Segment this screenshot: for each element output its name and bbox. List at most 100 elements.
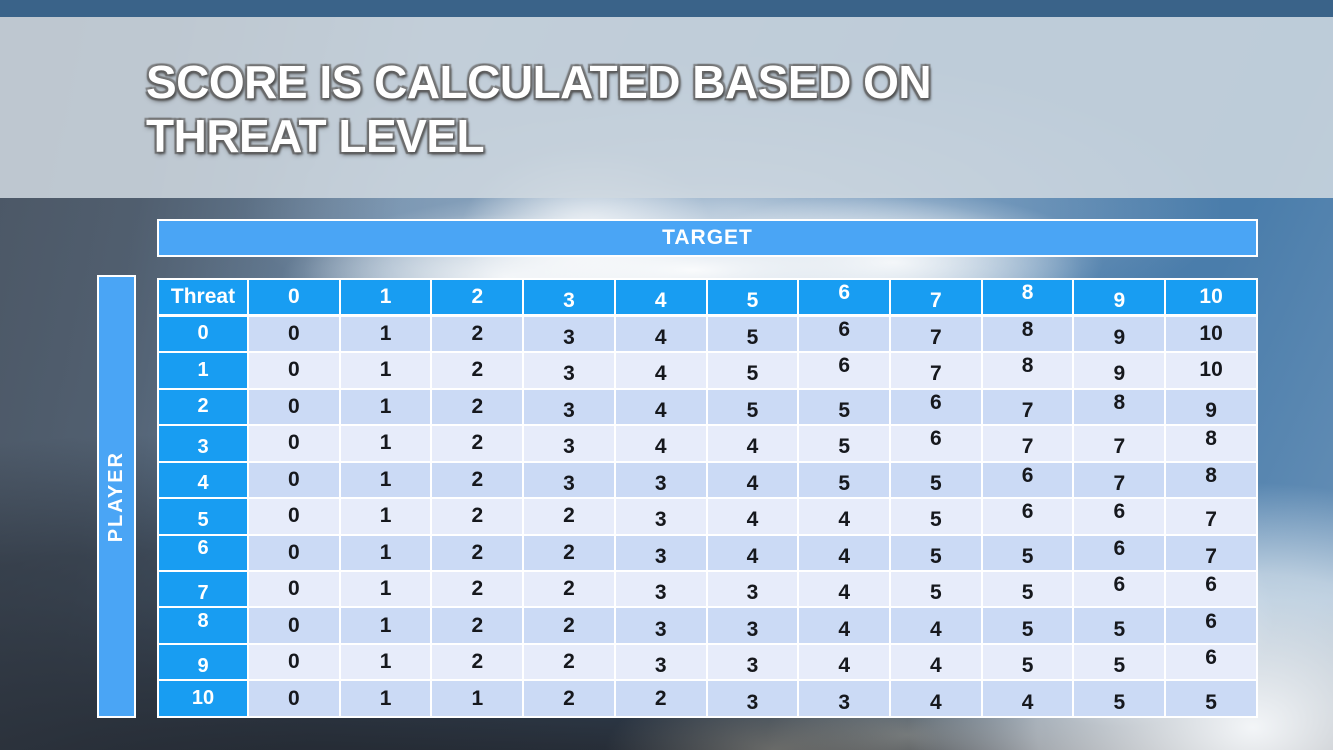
score-cell-r2-c0: 0 (247, 387, 341, 427)
score-cell-r5-c8: 6 (980, 497, 1075, 536)
score-cell-r9-c7: 4 (889, 642, 983, 682)
title-band (0, 17, 1333, 198)
score-cell-r5-c9: 6 (1072, 497, 1167, 536)
column-header-0: 0 (247, 278, 341, 317)
score-cell-r8-c5: 3 (705, 606, 800, 645)
row-header-threat-2: 2 (157, 387, 249, 427)
score-cell-r7-c1: 1 (338, 569, 433, 609)
score-cell-r3-c10: 8 (1164, 424, 1258, 463)
column-header-8: 8 (980, 278, 1075, 317)
score-cell-r4-c2: 2 (430, 460, 525, 500)
score-cell-r0-c2: 2 (430, 313, 525, 354)
score-cell-r5-c7: 5 (889, 497, 983, 536)
table-row-threat-10: 10 0 1 1 2 2 3 3 4 4 5 5 (157, 679, 1258, 718)
score-cell-r0-c0: 0 (247, 313, 341, 354)
score-cell-r3-c2: 2 (430, 424, 525, 463)
score-cell-r10-c10: 5 (1164, 679, 1258, 718)
score-cell-r1-c3: 3 (522, 351, 616, 390)
score-cell-r7-c4: 3 (613, 569, 708, 609)
score-cell-r6-c7: 5 (889, 533, 983, 572)
slide-title: SCORE IS CALCULATED BASED ON THREAT LEVE… (146, 55, 1246, 163)
row-header-threat-5: 5 (157, 497, 249, 536)
score-cell-r7-c10: 6 (1164, 569, 1258, 609)
score-cell-r2-c4: 4 (613, 387, 708, 427)
score-cell-r7-c6: 4 (797, 569, 892, 609)
score-cell-r3-c8: 7 (980, 424, 1075, 463)
score-cell-r0-c1: 1 (338, 313, 433, 354)
score-cell-r5-c1: 1 (338, 497, 433, 536)
score-cell-r7-c0: 0 (247, 569, 341, 609)
score-cell-r1-c6: 6 (797, 351, 892, 390)
score-cell-r7-c2: 2 (430, 569, 525, 609)
score-cell-r1-c8: 8 (980, 351, 1075, 390)
score-cell-r8-c3: 2 (522, 606, 616, 645)
score-cell-r3-c9: 7 (1072, 424, 1167, 463)
score-cell-r6-c3: 2 (522, 533, 616, 572)
score-cell-r8-c2: 2 (430, 606, 525, 645)
score-cell-r8-c7: 4 (889, 606, 983, 645)
score-cell-r4-c0: 0 (247, 460, 341, 500)
score-cell-r10-c7: 4 (889, 679, 983, 718)
score-cell-r5-c3: 2 (522, 497, 616, 536)
score-cell-r3-c7: 6 (889, 424, 983, 463)
score-cell-r0-c8: 8 (980, 313, 1075, 354)
score-cell-r3-c1: 1 (338, 424, 433, 463)
score-cell-r2-c10: 9 (1164, 387, 1258, 427)
score-cell-r7-c5: 3 (705, 569, 800, 609)
score-cell-r1-c10: 10 (1164, 351, 1258, 390)
score-cell-r9-c0: 0 (247, 642, 341, 682)
row-header-threat-7: 7 (157, 569, 249, 609)
score-cell-r10-c8: 4 (980, 679, 1075, 718)
score-cell-r3-c5: 4 (705, 424, 800, 463)
score-cell-r0-c7: 7 (889, 313, 983, 354)
score-cell-r1-c9: 9 (1072, 351, 1167, 390)
score-cell-r8-c1: 1 (338, 606, 433, 645)
score-cell-r7-c7: 5 (889, 569, 983, 609)
target-axis-label-text: TARGET (662, 226, 753, 249)
score-cell-r9-c5: 3 (705, 642, 800, 682)
score-cell-r9-c9: 5 (1072, 642, 1167, 682)
score-cell-r0-c3: 3 (522, 313, 616, 354)
column-header-9: 9 (1072, 278, 1167, 317)
score-cell-r8-c9: 5 (1072, 606, 1167, 645)
table-row-threat-1: 1 0 1 2 3 4 5 6 7 8 9 10 (157, 351, 1258, 390)
score-cell-r4-c1: 1 (338, 460, 433, 500)
score-cell-r6-c1: 1 (338, 533, 433, 572)
score-cell-r5-c10: 7 (1164, 497, 1258, 536)
score-cell-r6-c4: 3 (613, 533, 708, 572)
player-axis-label-text: PLAYER (105, 450, 127, 543)
row-header-threat-4: 4 (157, 460, 249, 500)
score-cell-r4-c9: 7 (1072, 460, 1167, 500)
score-cell-r10-c0: 0 (247, 679, 341, 718)
score-cell-r0-c10: 10 (1164, 313, 1258, 354)
score-cell-r2-c7: 6 (889, 387, 983, 427)
score-cell-r2-c5: 5 (705, 387, 800, 427)
row-header-threat-0: 0 (157, 313, 249, 354)
row-header-threat-8: 8 (157, 606, 249, 645)
row-header-threat-6: 6 (157, 533, 249, 572)
score-cell-r5-c0: 0 (247, 497, 341, 536)
score-cell-r2-c9: 8 (1072, 387, 1167, 427)
column-header-2: 2 (430, 278, 525, 317)
score-cell-r7-c9: 6 (1072, 569, 1167, 609)
score-cell-r4-c6: 5 (797, 460, 892, 500)
score-cell-r0-c5: 5 (705, 313, 800, 354)
score-cell-r10-c5: 3 (705, 679, 800, 718)
column-header-4: 4 (613, 278, 708, 317)
score-cell-r6-c2: 2 (430, 533, 525, 572)
score-table: Threat 0 1 2 3 4 5 6 7 8 9 10 0 0 1 2 3 4 5 6 7 8 9 10 1 0 1 2 3 4 5 6 7… (157, 278, 1258, 718)
score-cell-r6-c8: 5 (980, 533, 1075, 572)
column-header-6: 6 (797, 278, 892, 317)
score-cell-r9-c4: 3 (613, 642, 708, 682)
corner-header-threat: Threat (157, 278, 249, 317)
score-cell-r6-c6: 4 (797, 533, 892, 572)
score-cell-r4-c10: 8 (1164, 460, 1258, 500)
score-cell-r7-c8: 5 (980, 569, 1075, 609)
score-cell-r9-c3: 2 (522, 642, 616, 682)
score-cell-r4-c5: 4 (705, 460, 800, 500)
